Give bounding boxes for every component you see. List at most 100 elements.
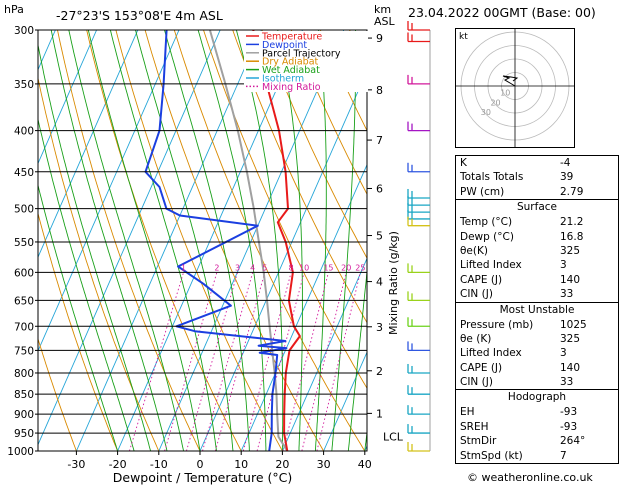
pressure-tick-label: 950 [14,428,34,440]
temp-tick-label: -20 [109,458,127,471]
dry-adiabat-line [261,30,367,260]
pressure-tick-label: 400 [14,126,34,138]
asl-label: ASL [374,15,396,28]
wind-barb [407,188,430,199]
mixing-ratio-line [202,272,254,451]
legend-label: Dewpoint [262,40,307,51]
pressure-tick-label: 550 [14,237,34,249]
index-value: 39 [560,171,574,184]
wind-barb [407,442,430,452]
isotherm-line [38,30,98,165]
index-value: -4 [560,157,571,169]
isotherm-line [158,30,345,451]
surface-row: Dewp (°C) 16.8 [460,230,584,243]
temp-tick-label: -10 [150,458,168,471]
mixing-ratio-label: 5 [262,263,267,272]
index-row: PW (cm) 2.79 [456,185,618,199]
isotherm-line [323,351,367,451]
temp-tick-label: 30 [317,458,331,471]
wind-barb-column [407,21,431,452]
temp-tick-label: -30 [67,458,85,471]
index-row: K -4 [456,156,618,170]
legend-label: Isotherm [262,74,304,85]
isotherm-line [199,69,367,451]
wind-barb [407,291,430,302]
wind-barb [407,21,430,31]
legend-background [244,31,368,92]
mu-row: CAPE (J) 140 [460,361,581,374]
mixing-ratio-line [214,272,266,451]
mixing-ratio-axis-label: Mixing Ratio (g/kg) [387,231,400,335]
hpa-label: hPa [4,3,24,16]
index-row: Totals Totals 39 [456,170,618,184]
km-tick-label: 7 [376,134,383,147]
isotherm-line [240,163,367,451]
legend [244,31,368,92]
mixing-ratio-line [256,272,305,451]
most-unstable-title: Most Unstable [499,303,575,316]
mixing-ratio-line [301,272,347,451]
pressure-tick-label: 700 [14,321,34,333]
km-tick-label: 9 [376,32,383,45]
hodograph-ring-label: 20 [490,98,500,107]
temp-tick-label: 20 [275,458,289,471]
pressure-tick-label: 450 [14,167,34,179]
isotherm-line [0,30,14,451]
index-value: 2.79 [560,185,584,198]
dry-adiabat-line [290,30,367,196]
wet-adiabat-line [68,30,184,451]
hodo-row: StmSpd (kt) 7 [460,449,567,462]
indices-box: K -4 Totals Totals 39 PW (cm) 2.79 [455,155,619,201]
km-label: km [374,3,391,16]
mixing-ratio-line [186,272,238,451]
mixing-ratio-label: 1 [181,263,186,272]
mixing-ratio-line [242,272,292,451]
mu-row: CIN (J) 33 [460,376,574,389]
pressure-tick-label: 850 [14,389,34,401]
pressure-tick-label: 350 [14,79,34,91]
wind-barb [407,209,430,220]
wet-adiabat-line [331,30,357,451]
pressure-tick-label: 650 [14,295,34,307]
legend-label: Wet Adiabat [262,65,320,76]
hodograph-kt-label: kt [459,32,468,42]
mu-row: θe (K) 325 [460,332,581,345]
wind-barb [407,385,430,395]
hodograph-title: Hodograph [507,391,567,404]
legend-label: Parcel Trajectory [262,48,341,59]
wind-barb [407,424,430,434]
hodograph-ring-label: 30 [481,108,491,117]
mixing-ratio-line [164,272,218,451]
mu-row: Pressure (mb) 1025 [460,318,587,331]
legend-label: Mixing Ratio [262,82,321,93]
surface-row: CAPE (J) 140 [460,273,581,286]
legend-label: Temperature [261,32,322,43]
mixing-ratio-line [128,272,184,451]
pressure-tick-label: 500 [14,204,34,216]
wind-barb [407,74,430,85]
index-name: Totals Totals [460,171,524,184]
pressure-tick-label: 750 [14,345,34,357]
wind-barb [407,405,430,415]
hodograph-ring-label: 10 [500,89,510,98]
wind-barb [407,317,430,327]
wind-barb [407,216,430,227]
mixing-ratio-label: 2 [214,263,219,272]
surface-row: CIN (J) 33 [460,288,574,301]
mixing-ratio-label: 10 [299,263,309,272]
mixing-ratio-label: 15 [323,263,333,272]
temp-tick-label: 0 [197,458,204,471]
wind-barb [407,121,430,132]
wind-barb [407,363,430,374]
hodo-row: SREH -93 [460,420,578,433]
mixing-ratio-label: 8 [289,263,294,272]
hodograph-box: Hodograph EH -93 SREH -93 StmDir 264° StmSp… [455,389,619,465]
isotherm-line [281,257,367,451]
pressure-tick-label: 600 [14,267,34,279]
index-name: PW (cm) [460,185,505,198]
copyright: © weatheronline.co.uk [467,471,593,484]
surface-box: Surface Temp (°C) 21.2 Dewp (°C) 16.8 θe(K… [455,199,619,303]
wet-adiabat-line [314,30,327,451]
mixing-ratio-line [316,272,361,451]
